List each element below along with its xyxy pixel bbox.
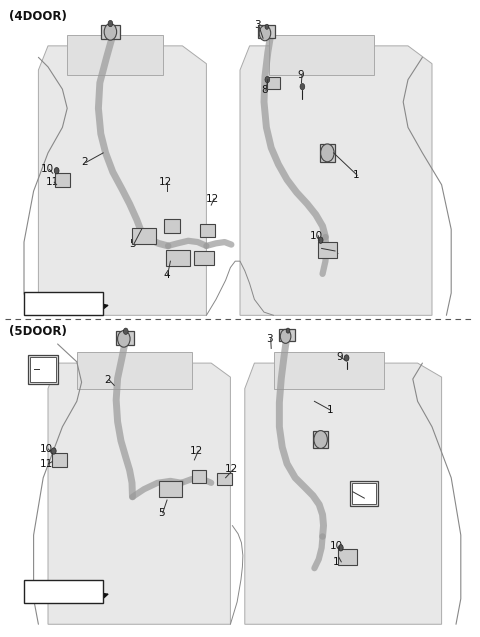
- Circle shape: [318, 237, 323, 243]
- Circle shape: [286, 328, 290, 333]
- FancyBboxPatch shape: [217, 473, 232, 485]
- Text: 9: 9: [298, 70, 304, 80]
- Polygon shape: [67, 35, 163, 75]
- Circle shape: [338, 545, 343, 551]
- Text: 5: 5: [130, 239, 136, 249]
- Text: (5DOOR): (5DOOR): [9, 325, 67, 338]
- Polygon shape: [274, 352, 384, 389]
- FancyBboxPatch shape: [192, 470, 206, 483]
- Text: 12: 12: [158, 177, 172, 187]
- Text: 6: 6: [360, 493, 367, 503]
- Text: 1: 1: [353, 170, 360, 180]
- FancyBboxPatch shape: [194, 251, 214, 265]
- Polygon shape: [240, 46, 432, 315]
- Polygon shape: [77, 352, 192, 389]
- Circle shape: [104, 24, 117, 40]
- Text: 11: 11: [46, 177, 59, 187]
- FancyBboxPatch shape: [24, 292, 103, 315]
- Text: 9: 9: [336, 352, 343, 362]
- FancyBboxPatch shape: [132, 227, 156, 243]
- Polygon shape: [38, 46, 206, 315]
- FancyBboxPatch shape: [258, 25, 276, 38]
- Text: 5: 5: [158, 508, 165, 518]
- FancyBboxPatch shape: [267, 77, 280, 89]
- Text: 12: 12: [190, 446, 203, 456]
- Circle shape: [314, 431, 327, 448]
- Text: 7: 7: [30, 364, 36, 375]
- Circle shape: [265, 24, 269, 29]
- Circle shape: [259, 25, 271, 41]
- FancyBboxPatch shape: [313, 431, 328, 448]
- Text: 11: 11: [40, 459, 53, 469]
- FancyBboxPatch shape: [101, 25, 120, 39]
- FancyBboxPatch shape: [166, 250, 190, 266]
- Circle shape: [54, 168, 59, 174]
- Text: 12: 12: [205, 194, 219, 204]
- Text: REF.88-890: REF.88-890: [31, 587, 96, 597]
- Text: (4DOOR): (4DOOR): [9, 10, 67, 22]
- Text: REF.88-890: REF.88-890: [31, 298, 96, 308]
- Circle shape: [300, 83, 305, 90]
- Circle shape: [280, 329, 291, 343]
- Polygon shape: [48, 363, 230, 624]
- Text: 2: 2: [82, 157, 88, 168]
- Text: 10: 10: [310, 231, 323, 241]
- Text: 8: 8: [262, 85, 268, 96]
- FancyBboxPatch shape: [30, 357, 57, 382]
- Text: 10: 10: [40, 444, 53, 454]
- Text: 11: 11: [333, 557, 346, 567]
- FancyBboxPatch shape: [28, 355, 58, 383]
- FancyBboxPatch shape: [164, 219, 180, 233]
- Text: 12: 12: [225, 464, 238, 475]
- FancyBboxPatch shape: [279, 329, 295, 341]
- Circle shape: [118, 331, 130, 347]
- FancyBboxPatch shape: [318, 241, 337, 257]
- FancyBboxPatch shape: [159, 482, 182, 497]
- Circle shape: [265, 76, 270, 83]
- Text: 3: 3: [266, 334, 273, 344]
- FancyBboxPatch shape: [52, 453, 67, 467]
- Circle shape: [344, 355, 349, 361]
- Circle shape: [123, 328, 128, 334]
- Circle shape: [51, 448, 56, 454]
- FancyBboxPatch shape: [338, 548, 357, 564]
- Text: 4: 4: [163, 270, 170, 280]
- Text: 10: 10: [330, 541, 343, 551]
- Text: 2: 2: [105, 375, 111, 385]
- Circle shape: [321, 144, 334, 162]
- Text: 11: 11: [326, 246, 340, 256]
- FancyBboxPatch shape: [116, 331, 134, 345]
- Text: 3: 3: [254, 20, 261, 31]
- Polygon shape: [269, 35, 374, 75]
- Text: 10: 10: [41, 164, 54, 175]
- Polygon shape: [245, 363, 442, 624]
- FancyBboxPatch shape: [352, 483, 376, 504]
- FancyBboxPatch shape: [200, 224, 215, 237]
- Circle shape: [108, 20, 113, 27]
- FancyBboxPatch shape: [320, 144, 335, 162]
- FancyBboxPatch shape: [55, 173, 70, 187]
- FancyBboxPatch shape: [24, 580, 103, 603]
- Text: 1: 1: [326, 405, 333, 415]
- FancyBboxPatch shape: [350, 481, 378, 506]
